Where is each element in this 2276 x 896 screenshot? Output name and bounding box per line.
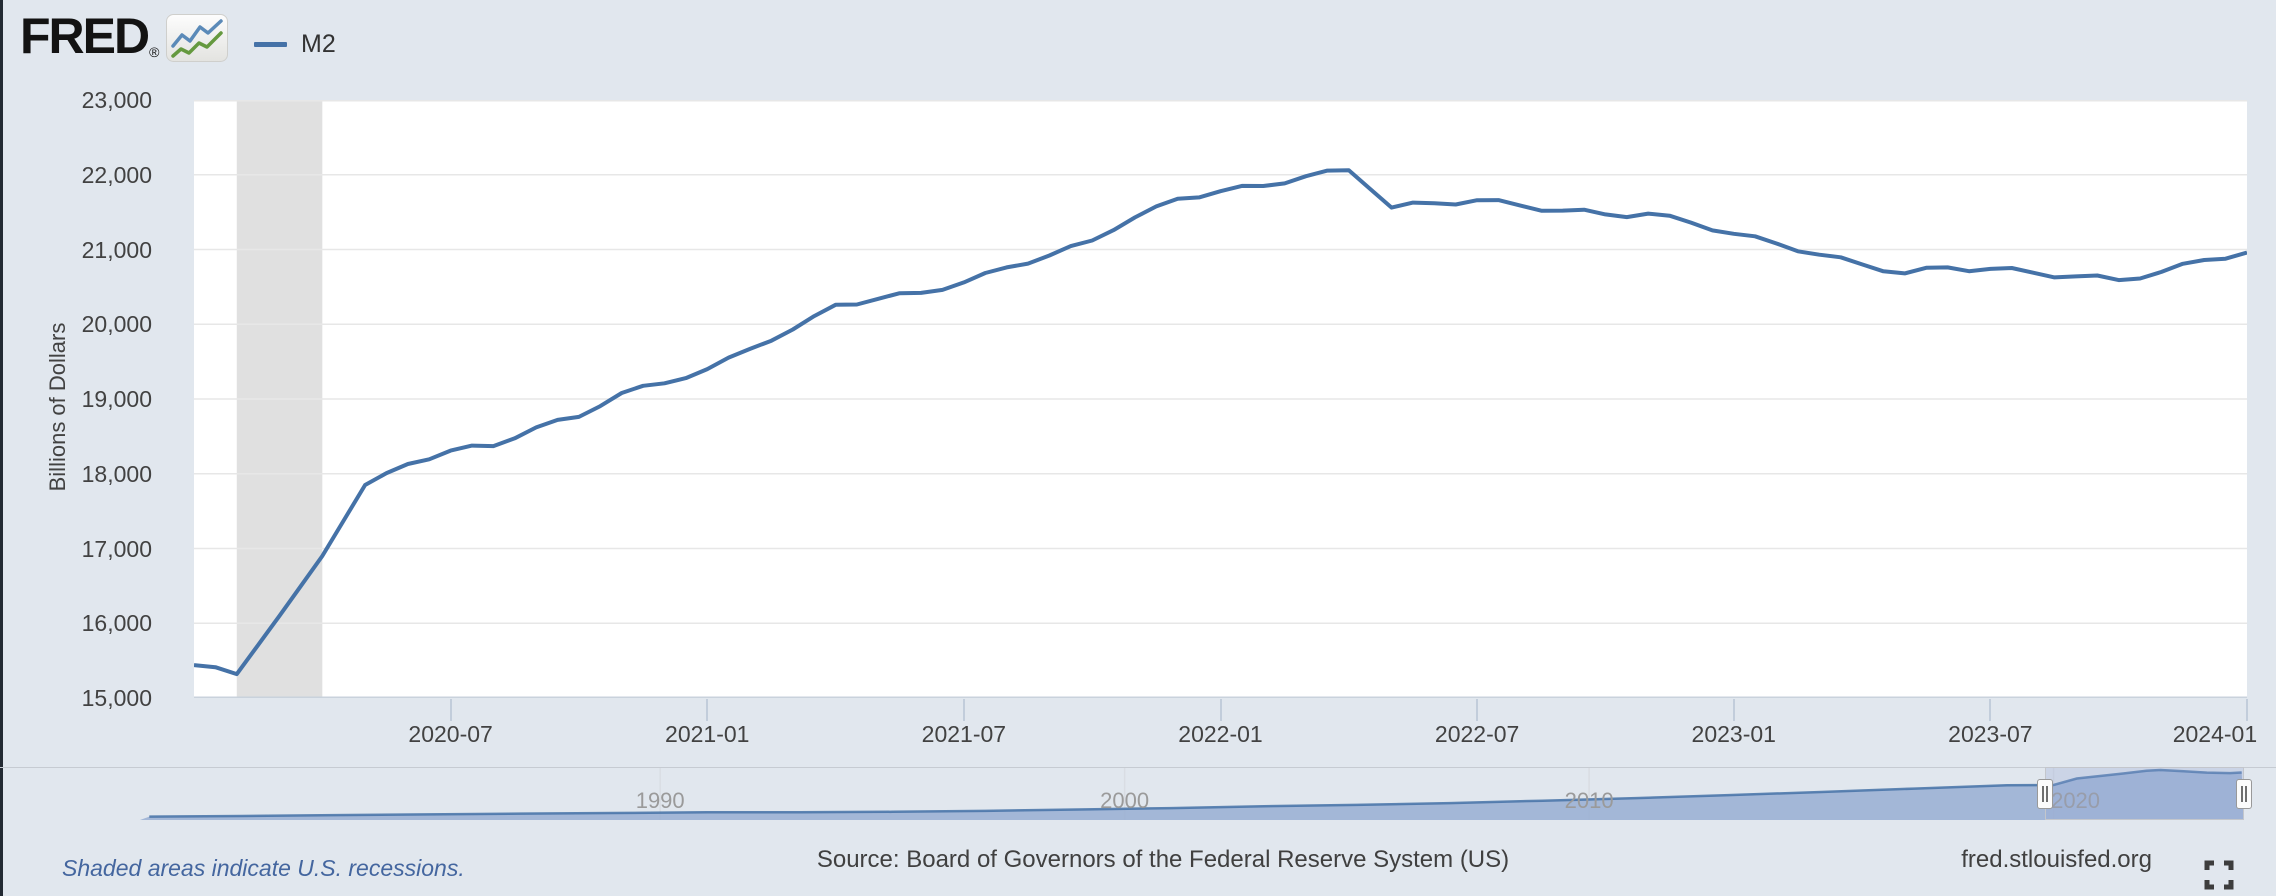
decade-label: 1990 [635,788,685,813]
y-tick-label: 20,000 [81,311,152,338]
decade-label: 2020 [2051,788,2101,813]
x-tick-label: 2021-07 [921,721,1007,747]
registered-mark: ® [149,44,160,60]
range-handle-right[interactable] [2236,779,2252,809]
x-axis-tick-mark [449,699,452,721]
decade-label: 2000 [1100,788,1150,813]
fullscreen-icon [2204,860,2234,890]
fred-logo-text: FRED [20,8,150,64]
x-axis-tick-mark [1219,699,1222,721]
decade-label: 2010 [1564,788,1614,813]
fred-logo-chart-icon [166,14,229,67]
x-axis-tick-mark [1476,699,1479,721]
x-tick-label: 2020-07 [408,721,493,747]
series-legend-dash [254,42,287,47]
x-axis-tick-mark [962,699,965,721]
fred-site-link[interactable]: fred.stlouisfed.org [1961,846,2152,873]
y-tick-label: 19,000 [81,386,152,412]
range-selector-divider [0,767,2276,768]
series-legend-label: M2 [301,30,336,58]
range-selector-overview-chart[interactable] [0,760,2276,830]
x-axis-tick-mark [706,699,709,721]
recession-note: Shaded areas indicate U.S. recessions. [62,855,465,881]
y-tick-label: 18,000 [81,460,152,487]
source-attribution: Source: Board of Governors of the Federa… [816,846,1510,873]
x-axis-tick-mark [1989,699,1992,721]
y-tick-label: 22,000 [81,161,152,188]
fullscreen-button[interactable] [2204,860,2234,890]
series-legend: M2 [254,30,336,59]
range-handle-left[interactable] [2037,779,2053,809]
y-tick-label: 16,000 [81,610,152,637]
y-tick-label: 23,000 [81,87,152,113]
window-edge [0,0,3,896]
x-tick-label: 2022-07 [1434,721,1520,747]
m2-series-line[interactable] [194,168,2247,677]
x-tick-label: 2022-01 [1178,721,1263,747]
overview-series-line [149,768,2242,818]
y-tick-label: 21,000 [81,236,152,263]
range-selection-window[interactable] [2045,767,2244,820]
x-axis-tick-mark [2246,699,2248,721]
handle-grip-icon [2042,786,2048,802]
x-tick-label: 2023-07 [1948,721,2033,747]
overview-area-fill [140,770,2244,820]
x-tick-label: 2021-01 [665,721,750,747]
main-line-chart[interactable] [194,100,2247,700]
y-tick-label: 17,000 [81,535,152,562]
x-tick-label: 2024-01 [2172,721,2258,747]
y-tick-label: 15,000 [81,685,152,711]
x-tick-label: 2023-01 [1691,721,1776,747]
fred-logo[interactable]: FRED ® [20,8,229,67]
x-axis-tick-mark [1732,699,1735,721]
handle-grip-icon [2241,786,2247,802]
